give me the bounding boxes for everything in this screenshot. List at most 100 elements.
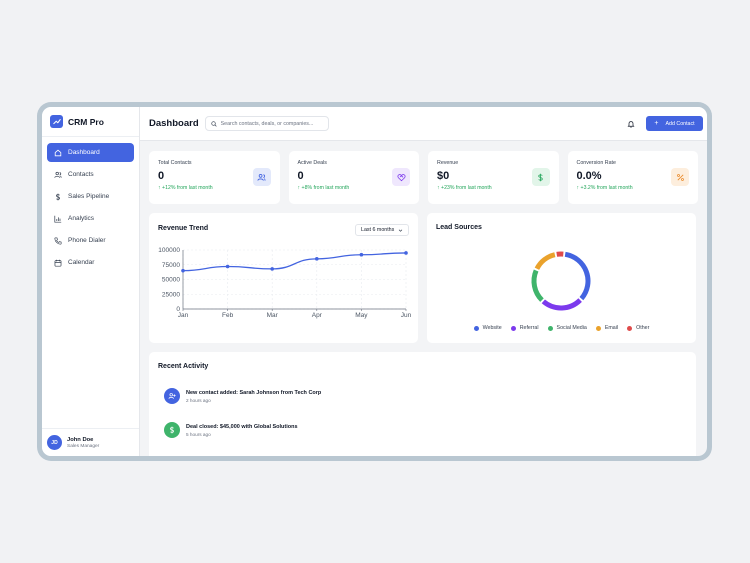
y-tick-label: 100000 [158,247,180,254]
sidebar-item-label: Phone Dialer [68,237,106,244]
sidebar-item-label: Calendar [68,259,95,266]
stat-change-text: +8% from last month [301,185,350,191]
period-select[interactable]: Last 6 months [355,224,409,236]
legend-item-other: Other [627,325,649,331]
donut-slice-referral [541,298,582,311]
brand-name: CRM Pro [68,116,104,127]
users-icon [252,168,271,186]
stat-label: Total Contacts [158,160,192,166]
sidebar-item-phone-dialer[interactable]: Phone Dialer [47,231,134,250]
calendar-icon [54,259,62,267]
x-tick-label: Apr [312,312,323,319]
home-icon [54,149,62,156]
search-icon [211,120,217,127]
data-point [181,268,185,273]
legend-label: Other [636,325,650,331]
dollar-icon [531,168,550,186]
search-placeholder: Search contacts, deals, or companies... [220,120,314,127]
donut-slice-website [564,251,591,301]
panel-title: Revenue Trend [158,225,209,232]
stat-change: ↑ +23% from last month [437,185,492,191]
lead-sources-panel: Lead Sources Website Referral Social Med… [427,213,696,343]
y-tick-label: 0 [176,306,180,313]
data-point [225,264,230,269]
panel-title: Recent Activity [158,363,209,370]
x-tick-label: Feb [222,312,234,319]
stat-value: 0 [297,170,304,182]
sidebar-item-calendar[interactable]: Calendar [47,253,134,272]
users-icon [54,171,62,178]
period-select-value: Last 6 months [361,227,395,233]
user-profile[interactable]: JD John Doe Sales Manager [42,428,139,456]
x-tick-label: May [355,312,368,319]
y-tick-label: 75000 [162,262,180,269]
user-name: John Doe [67,436,94,443]
search-input[interactable]: Search contacts, deals, or companies... [204,116,329,131]
lead-sources-legend: Website Referral Social Media Email Othe… [427,325,696,331]
data-point [315,257,319,261]
data-point [270,267,274,271]
series-line [182,252,407,272]
activity-time: 5 hours ago [186,431,211,437]
brand: CRM Pro [42,107,139,137]
plus-icon: + [654,120,659,127]
donut-slice-email [534,252,556,271]
user-plus-icon [164,388,180,404]
stat-card-revenue: Revenue $0 ↑ +23% from last month [428,151,559,204]
sidebar-item-contacts[interactable]: Contacts [47,165,134,184]
sidebar-item-sales-pipeline[interactable]: Sales Pipeline [47,187,134,206]
legend-item-social-media: Social Media [547,325,587,331]
main-content: Dashboard Search contacts, deals, or com… [140,107,707,456]
bar-chart-icon [54,215,62,223]
stats-row: Total Contacts 0 ↑ +12% from last month … [149,151,698,204]
sidebar-nav: Dashboard Contacts Sales Pipeline Analyt… [42,137,139,281]
x-tick-label: Jun [401,312,412,319]
legend-label: Social Media [556,325,587,331]
sidebar-item-label: Dashboard [68,149,100,156]
panel-title: Lead Sources [436,224,482,231]
device-frame: CRM Pro Dashboard Contacts Sales Pipelin… [37,102,712,461]
add-contact-button[interactable]: + Add Contact [646,116,703,131]
stat-change-text: +3.2% from last month [580,185,633,191]
stat-change-text: +23% from last month [441,185,492,191]
legend-label: Email [604,325,619,331]
sidebar-item-label: Sales Pipeline [68,193,110,200]
sidebar-item-analytics[interactable]: Analytics [47,209,134,228]
add-contact-label: Add Contact [665,120,695,127]
data-point [359,252,364,257]
sidebar-item-label: Contacts [68,171,94,178]
x-tick-label: Jan [178,312,189,319]
avatar: JD [47,435,62,450]
stat-change: ↑ +12% from last month [158,185,213,191]
revenue-trend-panel: Revenue Trend Last 6 months 100000 75000 5… [149,213,418,343]
handshake-icon [392,168,410,186]
stat-value: $0 [437,170,450,182]
legend-label: Website [482,325,502,331]
dollar-icon [164,422,180,438]
legend-item-website: Website [473,325,502,331]
stat-label: Conversion Rate [576,160,616,166]
topbar: Dashboard Search contacts, deals, or com… [140,107,707,141]
activity-item[interactable]: New contact added: Sarah Johnson from Te… [164,388,321,404]
stat-value: 0.0% [576,170,602,182]
stat-label: Revenue [437,160,459,166]
crm-app: CRM Pro Dashboard Contacts Sales Pipelin… [42,107,707,456]
legend-dot [595,325,601,331]
chevron-down-icon [398,229,403,232]
percent-icon [671,168,689,186]
y-tick-label: 25000 [162,291,180,298]
trend-logo-icon [50,115,63,128]
legend-dot [547,325,553,331]
activity-item[interactable]: Deal closed: $45,000 with Global Solutio… [164,422,298,438]
legend-dot [627,325,633,331]
phone-icon [54,236,62,245]
stat-card-active-deals: Active Deals 0 ↑ +8% from last month [288,151,419,204]
user-role: Sales Manager [67,443,100,449]
sidebar-item-label: Analytics [68,215,95,222]
legend-item-email: Email [595,325,619,331]
sidebar: CRM Pro Dashboard Contacts Sales Pipelin… [42,107,140,456]
bell-icon[interactable] [627,120,635,128]
legend-dot [510,325,516,331]
sidebar-item-dashboard[interactable]: Dashboard [47,143,134,162]
